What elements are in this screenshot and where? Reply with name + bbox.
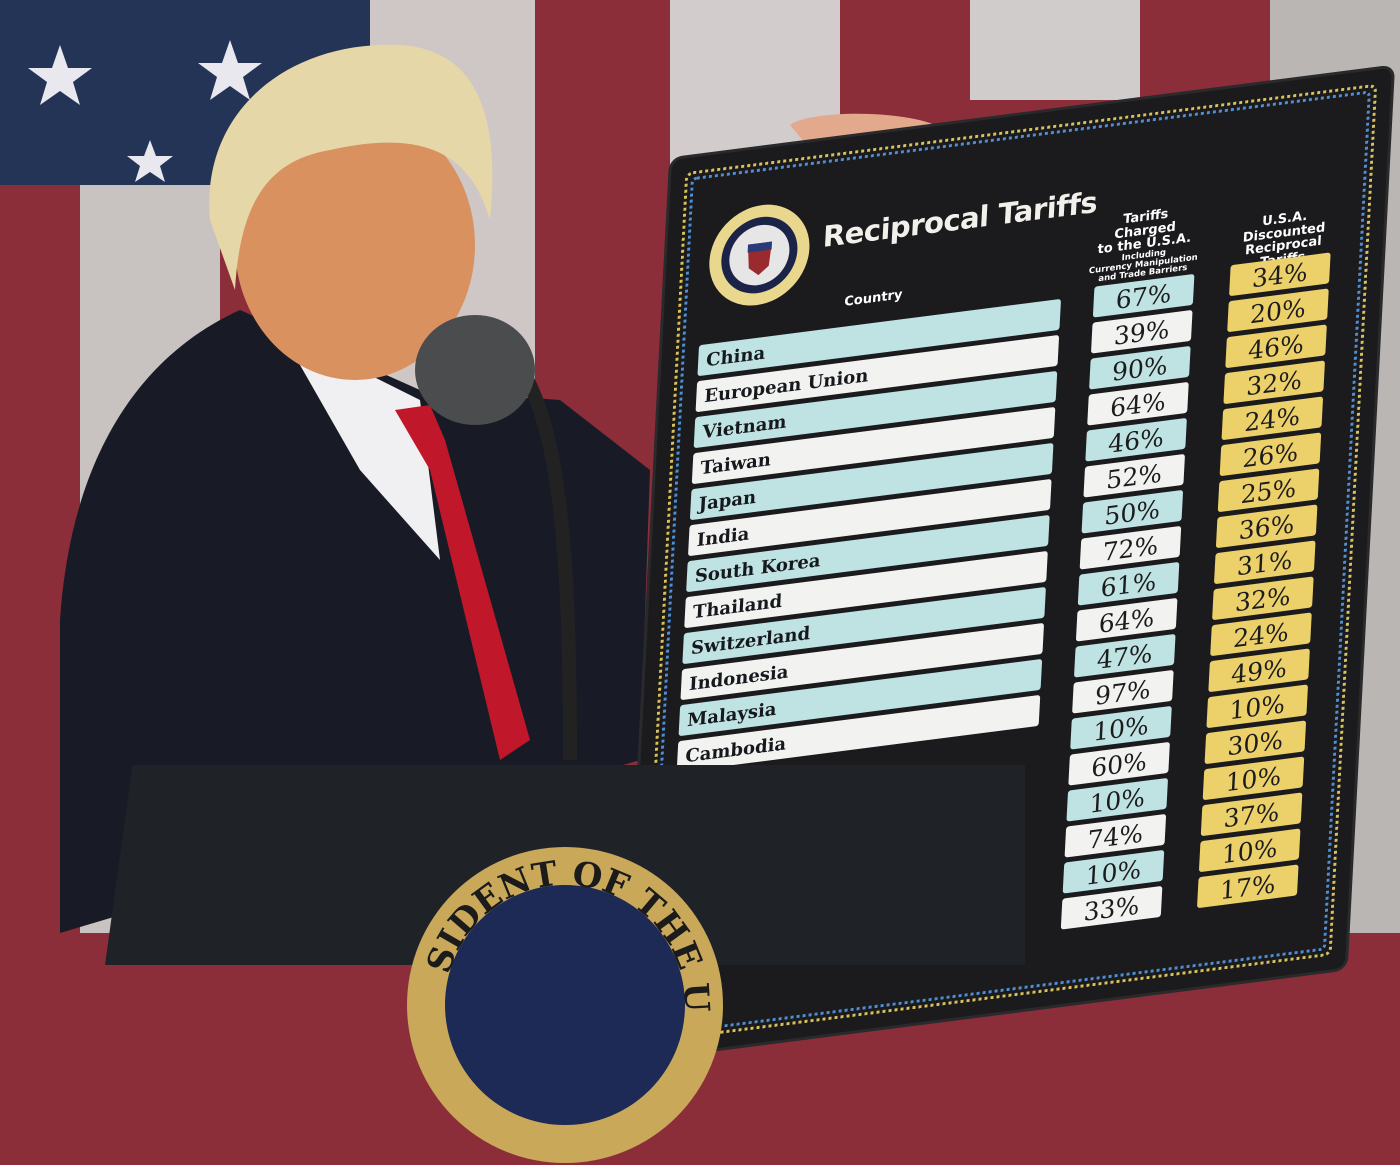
- presidential-seal-logo: [709, 204, 810, 306]
- reciprocal-tariffs-board: Reciprocal Tariffs Country Tariffs Charg…: [624, 67, 1392, 1060]
- podium-seal-logo: SIDENT OF THE U: [407, 847, 723, 1163]
- star-icon: [28, 40, 262, 182]
- microphone: [415, 315, 577, 761]
